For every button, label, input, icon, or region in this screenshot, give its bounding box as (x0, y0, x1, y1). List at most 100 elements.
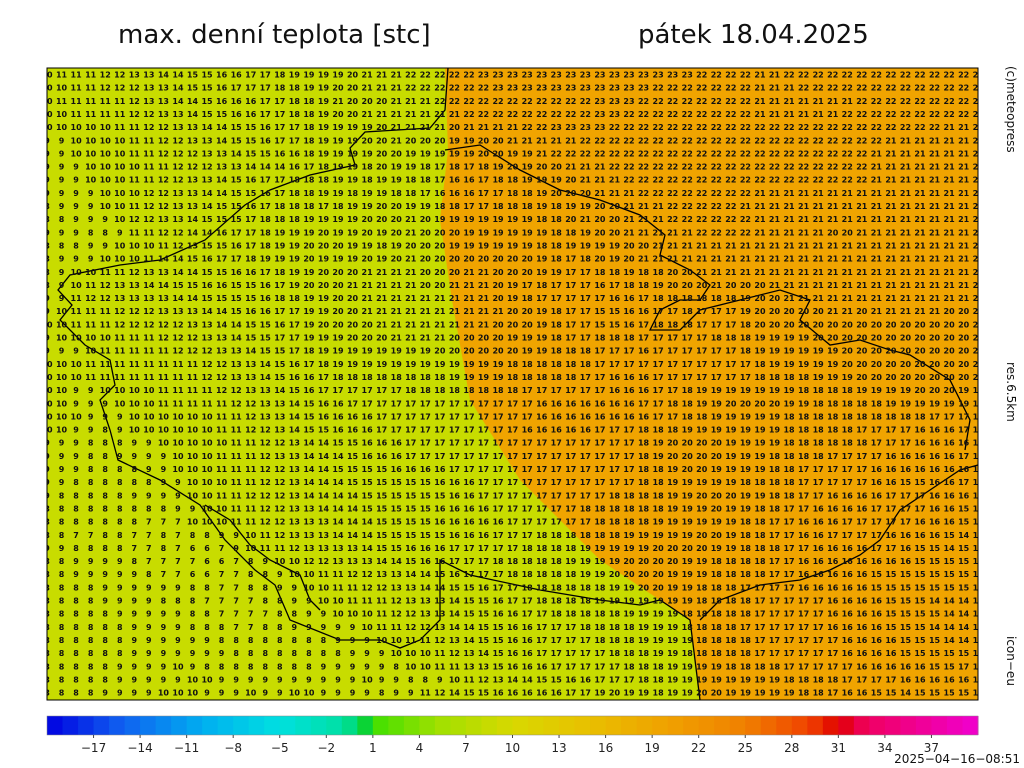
grid-value: 22 (725, 136, 736, 145)
grid-value: 21 (594, 176, 606, 185)
grid-value: 10 (216, 504, 228, 513)
grid-value: 15 (201, 71, 213, 80)
grid-value: 7 (233, 610, 239, 619)
grid-value: 17 (885, 491, 896, 500)
grid-value: 16 (522, 623, 534, 632)
grid-value: 23 (638, 84, 649, 93)
grid-value: 10 (114, 215, 126, 224)
grid-value: 22 (667, 163, 678, 172)
grid-value: 22 (740, 97, 751, 106)
grid-value: 20 (478, 347, 490, 356)
grid-value: 17 (740, 583, 751, 592)
grid-value: 17 (536, 623, 547, 632)
grid-value: 16 (623, 294, 635, 303)
grid-value: 22 (871, 71, 882, 80)
grid-value: 15 (492, 662, 504, 671)
grid-value: 15 (973, 518, 985, 527)
grid-value: 15 (245, 334, 257, 343)
grid-value: 12 (274, 439, 285, 448)
grid-value: 10 (56, 307, 68, 316)
grid-value: 22 (696, 110, 707, 119)
colorbar-swatch (869, 716, 886, 735)
grid-value: 22 (754, 136, 765, 145)
grid-value: 9 (73, 163, 79, 172)
grid-value: 8 (117, 531, 123, 540)
grid-value: 18 (754, 518, 766, 527)
grid-value: 18 (682, 320, 694, 329)
grid-value: 16 (376, 452, 388, 461)
grid-value: 15 (391, 491, 403, 500)
grid-value: 18 (507, 557, 519, 566)
grid-value: 19 (362, 189, 374, 198)
grid-value: 12 (260, 465, 271, 474)
grid-value: 18 (594, 583, 606, 592)
grid-value: 21 (769, 71, 781, 80)
grid-value: 8 (248, 570, 254, 579)
grid-value: 19 (667, 491, 679, 500)
grid-value: 21 (929, 136, 941, 145)
grid-value: 9 (44, 176, 50, 185)
grid-value: 8 (73, 636, 79, 645)
grid-value: 15 (492, 623, 504, 632)
grid-value: 18 (565, 583, 577, 592)
grid-value: 9 (437, 675, 443, 684)
grid-value: 20 (449, 347, 461, 356)
grid-value: 22 (580, 97, 591, 106)
grid-value: 19 (667, 478, 679, 487)
grid-value: 9 (306, 623, 312, 632)
grid-value: 21 (740, 241, 752, 250)
grid-value: 9 (248, 675, 254, 684)
grid-value: 22 (536, 97, 547, 106)
grid-value: 23 (492, 84, 503, 93)
grid-value: 20 (885, 360, 897, 369)
grid-value: 15 (420, 478, 432, 487)
grid-value: 8 (262, 662, 268, 671)
grid-value: 14 (929, 623, 941, 632)
grid-value: 22 (725, 123, 736, 132)
grid-value: 19 (318, 307, 330, 316)
grid-value: 12 (216, 373, 227, 382)
grid-value: 16 (216, 71, 228, 80)
grid-value: 17 (885, 675, 896, 684)
grid-value: 14 (303, 478, 315, 487)
grid-value: 18 (289, 97, 301, 106)
grid-value: 18 (245, 255, 257, 264)
grid-value: 10 (187, 426, 199, 435)
grid-value: 14 (973, 583, 985, 592)
grid-value: 18 (813, 412, 825, 421)
grid-value: 21 (900, 255, 912, 264)
grid-value: 17 (449, 399, 460, 408)
grid-value: 19 (463, 373, 475, 382)
grid-value: 20 (885, 320, 897, 329)
grid-value: 17 (420, 452, 431, 461)
grid-value: 11 (129, 334, 141, 343)
grid-value: 21 (856, 228, 868, 237)
grid-value: 10 (129, 399, 141, 408)
grid-value: 9 (117, 452, 123, 461)
grid-value: 8 (277, 662, 283, 671)
grid-value: 11 (129, 373, 141, 382)
grid-value: 19 (405, 149, 417, 158)
grid-value: 18 (754, 504, 766, 513)
grid-value: 19 (667, 662, 679, 671)
grid-value: 19 (871, 386, 883, 395)
grid-value: 8 (102, 465, 108, 474)
grid-value: 15 (216, 215, 228, 224)
grid-value: 14 (958, 610, 970, 619)
grid-value: 21 (871, 268, 883, 277)
grid-value: 21 (376, 110, 388, 119)
grid-value: 17 (798, 597, 809, 606)
grid-value: 12 (347, 570, 358, 579)
grid-value: 19 (653, 610, 665, 619)
grid-value: 19 (318, 136, 330, 145)
grid-value: 10 (143, 386, 155, 395)
grid-value: 9 (175, 478, 181, 487)
grid-value: 15 (914, 689, 926, 698)
grid-value: 17 (434, 399, 445, 408)
grid-value: 22 (973, 110, 984, 119)
grid-value: 7 (190, 557, 196, 566)
colorbar-swatch (186, 716, 203, 735)
grid-value: 15 (973, 570, 985, 579)
grid-value: 22 (405, 84, 416, 93)
grid-value: 22 (958, 84, 969, 93)
